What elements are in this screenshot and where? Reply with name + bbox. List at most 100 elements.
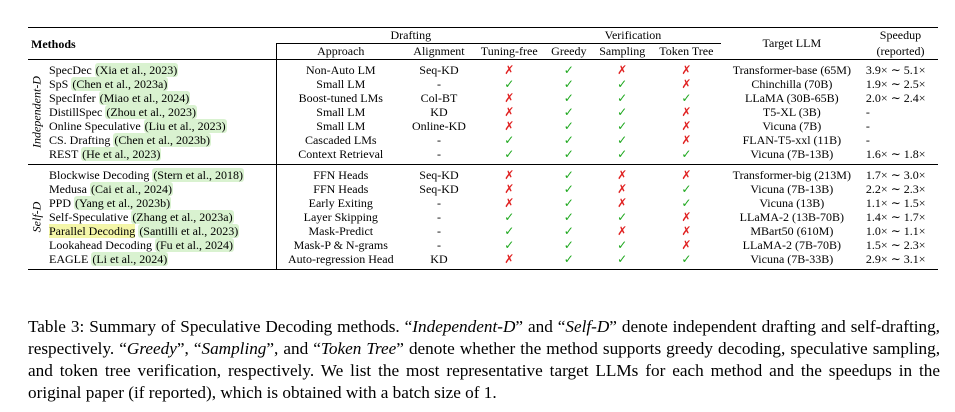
tuning-cell: ✗ xyxy=(473,252,546,270)
method-cell: Parallel Decoding (Santilli et al., 2023… xyxy=(46,223,277,238)
table-row: SpecInfer (Miao et al., 2024) Boost-tuned… xyxy=(28,90,938,105)
speedup-cell: 1.7× ∼ 3.0× xyxy=(862,164,938,182)
approach-cell: Small LM xyxy=(316,76,366,91)
check-icon: ✓ xyxy=(563,132,574,147)
check-icon: ✓ xyxy=(563,62,574,77)
check-icon: ✓ xyxy=(563,237,574,252)
speedup-cell: - xyxy=(865,132,870,147)
header-sampling: Sampling xyxy=(599,44,646,58)
header-token-tree: Token Tree xyxy=(659,44,714,58)
method-name: SpecInfer xyxy=(49,90,96,105)
check-icon: ✓ xyxy=(563,223,574,238)
tuning-cell: ✓ xyxy=(473,238,545,252)
citation: (Stern et al., 2018) xyxy=(152,167,244,182)
tuning-cell: ✗ xyxy=(473,182,545,196)
method-name: SpecDec xyxy=(49,62,92,77)
alignment-cell: - xyxy=(436,223,441,238)
cross-icon: ✗ xyxy=(681,223,692,238)
tree-cell: ✗ xyxy=(652,133,721,147)
alignment-cell: Seq-KD xyxy=(419,181,459,196)
group-label: Self-D xyxy=(29,201,44,233)
citation: (Zhou et al., 2023) xyxy=(105,104,197,119)
check-icon: ✓ xyxy=(504,223,515,238)
citation: (Cai et al., 2024) xyxy=(90,181,173,196)
group-label-cell: Self-D xyxy=(28,164,46,270)
method-name: EAGLE xyxy=(49,251,89,266)
sampling-cell: ✗ xyxy=(592,59,652,77)
target-llm-cell: Vicuna (7B-33B) xyxy=(720,252,863,270)
target-llm-cell: Transformer-big (213M) xyxy=(720,164,863,182)
check-icon: ✓ xyxy=(617,251,628,266)
sampling-cell: ✓ xyxy=(592,147,651,165)
tuning-cell: ✓ xyxy=(473,147,545,165)
check-icon: ✓ xyxy=(563,181,574,196)
alignment-cell: - xyxy=(436,132,441,147)
target-llm-cell: Chinchilla (70B) xyxy=(751,76,833,91)
tuning-cell: ✗ xyxy=(473,59,546,77)
check-icon: ✓ xyxy=(617,104,628,119)
citation: (Zhang et al., 2023a) xyxy=(131,209,234,224)
sampling-cell: ✓ xyxy=(592,133,651,147)
approach-cell: Context Retrieval xyxy=(298,146,384,161)
check-icon: ✓ xyxy=(681,251,692,266)
greedy-cell: ✓ xyxy=(545,147,592,165)
method-cell: Medusa (Cai et al., 2024) xyxy=(46,181,277,196)
tree-cell: ✗ xyxy=(652,119,721,133)
sampling-cell: ✓ xyxy=(592,119,651,133)
tuning-cell: ✓ xyxy=(473,224,545,238)
header-tuning-free: Tuning-free xyxy=(480,44,538,58)
cross-icon: ✗ xyxy=(617,195,628,210)
alignment-cell: Col-BT xyxy=(420,90,458,105)
check-icon: ✓ xyxy=(681,181,692,196)
header-verification: Verification xyxy=(545,27,721,44)
target-llm-cell: Vicuna (7B-13B) xyxy=(750,146,834,161)
citation: (Miao et al., 2024) xyxy=(98,90,191,105)
header-speedup: Speedup xyxy=(862,27,938,44)
table-row: CS. Drafting (Chen et al., 2023b) Cascade… xyxy=(28,132,938,147)
citation: (Santilli et al., 2023) xyxy=(138,223,240,238)
tuning-cell: ✓ xyxy=(473,210,545,224)
cross-icon: ✗ xyxy=(617,167,628,182)
tuning-cell: ✗ xyxy=(473,105,545,119)
sampling-cell: ✗ xyxy=(592,182,651,196)
check-icon: ✓ xyxy=(617,90,628,105)
target-llm-cell: Vicuna (7B) xyxy=(762,118,822,133)
speedup-cell: 3.9× ∼ 5.1× xyxy=(862,59,938,77)
tuning-cell: ✓ xyxy=(473,77,545,91)
tree-cell: ✗ xyxy=(652,210,721,224)
method-name: Medusa xyxy=(49,181,87,196)
approach-cell: Mask-P & N-grams xyxy=(293,237,388,252)
tree-cell: ✗ xyxy=(652,224,721,238)
table-row: Self-Speculative (Zhang et al., 2023a) La… xyxy=(28,209,938,224)
approach-cell: Layer Skipping xyxy=(303,209,378,224)
sampling-cell: ✗ xyxy=(592,224,651,238)
check-icon: ✓ xyxy=(563,167,574,182)
tree-cell: ✓ xyxy=(652,147,721,165)
target-llm-cell: Vicuna (7B-13B) xyxy=(750,181,834,196)
method-name: REST xyxy=(49,146,79,161)
greedy-cell: ✓ xyxy=(545,196,592,210)
table-row: Medusa (Cai et al., 2024) FFN Heads Seq-KD… xyxy=(28,181,938,196)
tree-cell: ✗ xyxy=(652,77,721,91)
sampling-cell: ✓ xyxy=(592,210,651,224)
sampling-cell: ✗ xyxy=(592,196,651,210)
target-llm-cell: LLaMA-2 (7B-70B) xyxy=(742,237,841,252)
target-llm-cell: T5-XL (3B) xyxy=(762,104,821,119)
speedup-cell: 1.9× ∼ 2.5× xyxy=(865,76,926,91)
method-cell: PPD (Yang et al., 2023b) xyxy=(46,195,277,210)
check-icon: ✓ xyxy=(504,132,515,147)
tree-cell: ✗ xyxy=(652,105,721,119)
alignment-cell: - xyxy=(436,76,441,91)
table-row: REST (He et al., 2023) Context Retrieval -… xyxy=(28,146,938,165)
cross-icon: ✗ xyxy=(504,167,515,182)
greedy-cell: ✓ xyxy=(545,133,592,147)
greedy-cell: ✓ xyxy=(545,59,593,77)
check-icon: ✓ xyxy=(504,209,515,224)
alignment-cell: - xyxy=(436,146,441,161)
group-label: Independent-D xyxy=(29,76,44,148)
table-row: Independent-D SpecDec (Xia et al., 2023) N… xyxy=(28,59,938,165)
method-name: Parallel Decoding xyxy=(49,223,136,238)
check-icon: ✓ xyxy=(681,90,692,105)
method-name: CS. Drafting xyxy=(49,132,111,147)
